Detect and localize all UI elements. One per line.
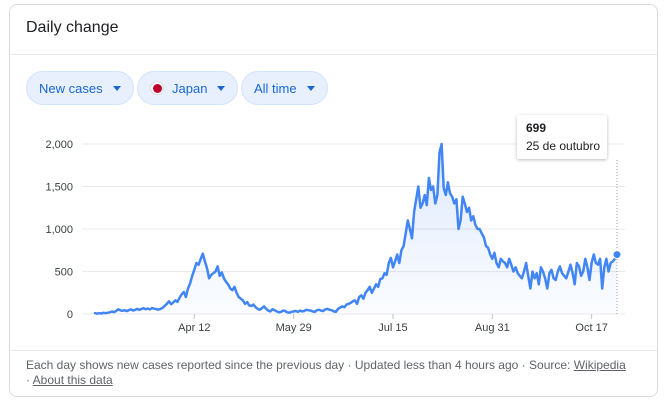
y-tick-label: 2,000 xyxy=(45,139,73,151)
hover-tooltip: 699 25 de outubro xyxy=(517,115,607,159)
x-tick-label: May 29 xyxy=(276,322,312,334)
range-dropdown-label: All time xyxy=(254,80,297,96)
about-data-link[interactable]: About this data xyxy=(32,373,113,387)
footer-updated: Updated less than 4 hours ago xyxy=(354,358,519,372)
series-line xyxy=(93,142,619,315)
metric-dropdown[interactable]: New cases xyxy=(26,71,134,105)
y-tick-label: 500 xyxy=(55,267,73,279)
x-tick-label: Jul 15 xyxy=(378,322,407,334)
caret-down-icon xyxy=(112,85,121,91)
x-tick-label: Apr 12 xyxy=(178,322,210,334)
wikipedia-link[interactable]: Wikipedia xyxy=(573,358,626,372)
x-tick-label: Oct 17 xyxy=(575,322,607,334)
footer-description: Each day shows new cases reported since … xyxy=(26,358,345,372)
range-dropdown[interactable]: All time xyxy=(241,71,328,105)
footer-divider xyxy=(10,350,657,351)
metric-dropdown-label: New cases xyxy=(39,80,103,96)
series-area xyxy=(95,144,617,314)
country-dropdown-label: Japan xyxy=(172,80,208,96)
y-tick-label: 0 xyxy=(67,309,73,321)
country-dropdown[interactable]: Japan xyxy=(137,71,239,105)
card-title: Daily change xyxy=(26,19,119,36)
tooltip-value: 699 xyxy=(526,121,547,135)
japan-flag-icon xyxy=(150,81,164,95)
daily-change-card: Daily change New cases Japan All time Ea… xyxy=(9,4,658,397)
x-tick-label: Aug 31 xyxy=(475,322,510,334)
header-divider xyxy=(10,54,657,55)
caret-down-icon xyxy=(217,85,226,91)
hover-point xyxy=(612,250,622,260)
caret-down-icon xyxy=(306,85,315,91)
y-tick-label: 1,500 xyxy=(45,182,73,194)
source-label: Source: xyxy=(529,358,571,372)
footer-info: Each day shows new cases reported since … xyxy=(26,358,626,387)
tooltip-date: 25 de outubro xyxy=(526,139,601,153)
y-tick-label: 1,000 xyxy=(45,224,73,236)
